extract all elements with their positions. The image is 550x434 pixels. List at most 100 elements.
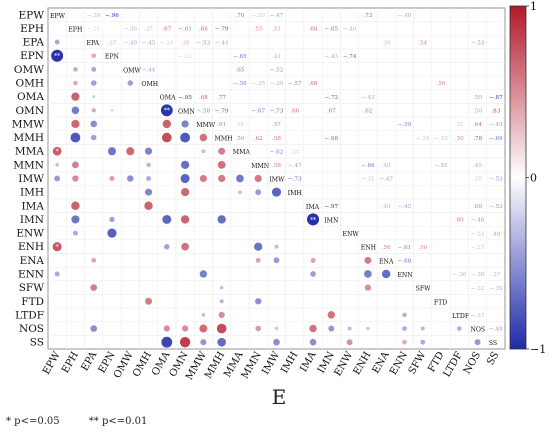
correlation-value: −.21 [87, 27, 101, 33]
correlation-value: .73 [363, 13, 372, 19]
correlation-value: .55 [254, 27, 263, 33]
color-scale-tick-label: 0 [530, 172, 537, 185]
correlation-circle [364, 270, 372, 278]
correlation-value: −.47 [379, 177, 393, 183]
correlation-value: −.73 [288, 177, 302, 183]
correlation-circle [199, 174, 207, 183]
correlation-value: .56 [235, 136, 244, 142]
correlation-circle [216, 323, 227, 334]
column-label-eph: EPH [60, 350, 81, 375]
column-label-nos: NOS [462, 350, 484, 376]
correlation-value: .28 [473, 177, 482, 183]
row-label-enn: ENN [18, 268, 44, 280]
correlation-value: .50 [418, 245, 427, 251]
color-scale-bar: 1 0 −1 [509, 0, 546, 356]
correlation-value: −.39 [87, 13, 101, 19]
correlation-circle [328, 325, 335, 332]
correlation-value: −.52 [270, 68, 284, 74]
correlation-value: .54 [418, 40, 427, 46]
correlation-circle [180, 132, 191, 143]
correlation-circle [255, 257, 261, 263]
correlation-value: .70 [235, 13, 244, 19]
diagonal-variable-label: IMA [306, 204, 320, 211]
diagonal-variable-label: MMN [251, 163, 270, 170]
correlation-value: .68 [199, 95, 208, 101]
correlation-value: −.58 [233, 81, 247, 87]
correlation-circle [146, 162, 151, 168]
correlation-value: −.35 [251, 81, 265, 87]
correlation-circle [180, 160, 190, 170]
correlation-value: −.67 [251, 109, 265, 115]
correlation-value: .36 [181, 40, 190, 46]
correlation-value: .61 [217, 122, 226, 128]
correlation-value: .67 [327, 109, 336, 115]
correlation-circle [162, 132, 172, 143]
diagonal-variable-label: EPA [87, 40, 100, 47]
correlation-circle [364, 256, 372, 264]
correlation-circle [310, 271, 316, 277]
diagonal-variable-label: SFW [416, 286, 432, 293]
correlation-value: .64 [473, 122, 482, 128]
correlation-value: .68 [309, 27, 318, 33]
correlation-value: −.43 [361, 95, 375, 101]
correlation-circle [162, 214, 172, 224]
correlation-value: −.47 [288, 163, 302, 169]
correlation-circle [73, 80, 78, 86]
correlation-circle [180, 215, 190, 224]
correlation-value: −.47 [270, 13, 284, 19]
correlation-circle [346, 339, 353, 346]
correlation-circle [255, 325, 262, 332]
row-label-mmn: MMN [13, 159, 44, 171]
correlation-value: .40 [382, 204, 391, 210]
row-label-enh: ENH [18, 241, 44, 253]
correlation-circle [107, 147, 117, 156]
row-label-ss: SS [30, 337, 44, 349]
correlation-value: −.32 [471, 286, 485, 292]
correlation-value: .37 [108, 40, 117, 46]
correlation-circle [71, 119, 80, 129]
correlation-circle [51, 49, 64, 62]
correlation-value: .50 [473, 95, 482, 101]
significance-mark: ** [164, 108, 170, 115]
diagonal-variable-label: ENN [397, 272, 413, 279]
correlation-value: .56 [437, 81, 446, 87]
diagonal-variable-label: MMH [215, 136, 234, 143]
correlation-circle [179, 337, 191, 348]
correlation-circle [144, 147, 153, 155]
correlation-value: −.61 [178, 27, 192, 33]
diagonal-variable-label: IMH [288, 190, 303, 197]
correlation-circle [180, 188, 190, 197]
correlation-circle [161, 336, 173, 348]
diagonal-variable-label: OMW [123, 67, 141, 74]
plot-frame [47, 7, 506, 350]
correlation-circle [254, 242, 263, 251]
column-label-imh: IMH [279, 350, 300, 376]
correlation-circle [146, 176, 151, 181]
correlation-circle [274, 244, 279, 249]
correlation-circle [217, 337, 226, 347]
correlation-circle [91, 53, 97, 59]
correlation-circle [127, 175, 134, 182]
diagonal-variable-label: EPH [68, 26, 83, 33]
row-label-epw: EPW [18, 9, 44, 21]
correlation-circle [219, 299, 224, 304]
row-label-ima: IMA [22, 200, 45, 212]
correlation-circle [381, 269, 391, 279]
correlation-circle [199, 133, 208, 142]
correlation-value: .41 [272, 54, 281, 60]
correlation-circle [71, 215, 80, 224]
diagonal-variable-label: OMN [178, 108, 195, 115]
correlation-circle [144, 188, 153, 196]
correlation-value: −.65 [233, 54, 247, 60]
correlation-circle [90, 325, 97, 332]
correlation-value: −.96 [105, 13, 119, 19]
correlation-circle [91, 257, 97, 263]
row-label-omw: OMW [14, 64, 44, 76]
correlation-value: .58 [272, 163, 281, 169]
correlation-value: −.79 [215, 27, 229, 33]
correlation-value: −.40 [398, 13, 412, 19]
row-label-mma: MMA [15, 146, 45, 158]
correlation-value: .31 [455, 122, 464, 128]
correlation-circle [420, 326, 425, 331]
column-label-ltdf: LTDF [442, 350, 465, 379]
